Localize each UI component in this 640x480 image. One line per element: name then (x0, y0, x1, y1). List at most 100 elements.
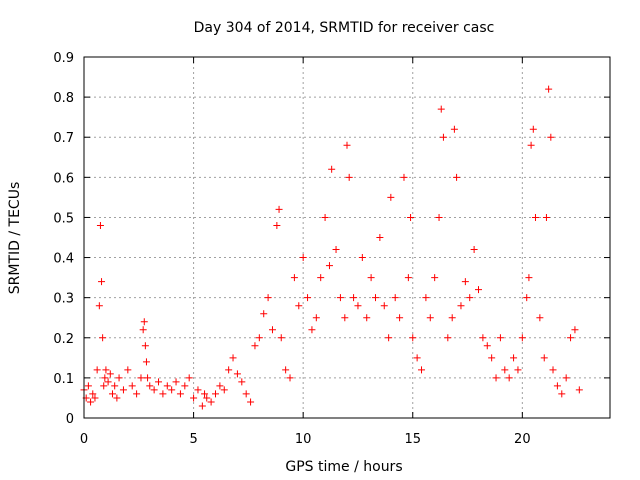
y-tick-label: 0.7 (53, 131, 74, 146)
data-point (501, 366, 509, 374)
data-point (341, 314, 349, 322)
data-point (505, 374, 513, 382)
data-point (201, 390, 209, 398)
data-point (542, 213, 550, 221)
data-point (518, 334, 526, 342)
data-point (139, 326, 147, 334)
data-point (567, 334, 575, 342)
data-point (413, 354, 421, 362)
y-tick-label: 0.4 (53, 252, 74, 267)
y-tick-label: 0.8 (53, 91, 74, 106)
data-point (571, 326, 579, 334)
data-point (93, 366, 101, 374)
data-point (260, 310, 268, 318)
data-point (527, 141, 535, 149)
data-point (87, 398, 95, 406)
data-point (345, 173, 353, 181)
data-point (492, 374, 500, 382)
data-point (163, 382, 171, 390)
data-point (185, 374, 193, 382)
data-point (325, 262, 333, 270)
data-point (529, 125, 537, 133)
data-point (220, 386, 228, 394)
data-point (275, 205, 283, 213)
grid-lines (84, 57, 610, 418)
data-point (159, 390, 167, 398)
data-point (510, 354, 518, 362)
data-point (176, 390, 184, 398)
y-tick-label: 0.2 (53, 332, 74, 347)
data-point (133, 390, 141, 398)
data-point (549, 366, 557, 374)
data-point (457, 302, 465, 310)
data-point (207, 398, 215, 406)
data-point (343, 141, 351, 149)
data-point (407, 213, 415, 221)
data-point (426, 314, 434, 322)
data-point (168, 386, 176, 394)
data-point (273, 221, 281, 229)
data-point (144, 374, 152, 382)
data-point (102, 366, 110, 374)
data-point (483, 342, 491, 350)
data-point (286, 374, 294, 382)
data-point (575, 386, 583, 394)
data-point (216, 382, 224, 390)
data-point (247, 398, 255, 406)
data-point (308, 326, 316, 334)
data-point (496, 334, 504, 342)
data-point (466, 294, 474, 302)
data-point (142, 358, 150, 366)
data-point (264, 294, 272, 302)
data-point (536, 314, 544, 322)
data-point (255, 334, 263, 342)
data-point (439, 133, 447, 141)
data-point (299, 254, 307, 262)
data-point (317, 274, 325, 282)
data-point (376, 234, 384, 241)
data-point (391, 294, 399, 302)
data-point (212, 390, 219, 398)
chart-title: Day 304 of 2014, SRMTID for receiver cas… (194, 20, 495, 36)
data-point (435, 213, 443, 221)
data-point (312, 314, 320, 322)
data-point (229, 354, 237, 362)
data-point (268, 326, 276, 334)
data-point (225, 366, 233, 374)
data-point (89, 390, 97, 398)
data-point (523, 294, 531, 302)
data-point (119, 386, 127, 394)
y-tick-label: 0.5 (53, 211, 74, 226)
y-tick-label: 0.3 (53, 292, 74, 307)
data-point (137, 374, 145, 382)
data-point (350, 294, 358, 302)
data-point (562, 374, 570, 382)
data-point (251, 342, 259, 350)
plot-frame (83, 56, 611, 419)
data-point (453, 173, 461, 181)
data-point (404, 274, 412, 282)
y-tick-label: 0.6 (53, 171, 74, 186)
data-point (295, 302, 303, 310)
data-point (104, 378, 112, 386)
data-point (111, 382, 119, 390)
y-tick-label: 0.1 (53, 372, 74, 387)
data-point (400, 173, 408, 181)
data-point (198, 402, 206, 410)
data-point (155, 378, 163, 386)
data-point (380, 302, 388, 310)
x-axis-label: GPS time / hours (285, 459, 402, 475)
data-point (108, 390, 116, 398)
data-point (470, 246, 478, 254)
data-point (328, 165, 336, 173)
data-point (99, 334, 107, 342)
data-point (475, 286, 482, 294)
data-point (332, 246, 340, 254)
data-point (422, 294, 430, 302)
data-point (558, 390, 566, 398)
data-point (282, 366, 290, 374)
data-point (531, 213, 539, 221)
data-point (233, 370, 241, 378)
data-point (96, 221, 104, 229)
